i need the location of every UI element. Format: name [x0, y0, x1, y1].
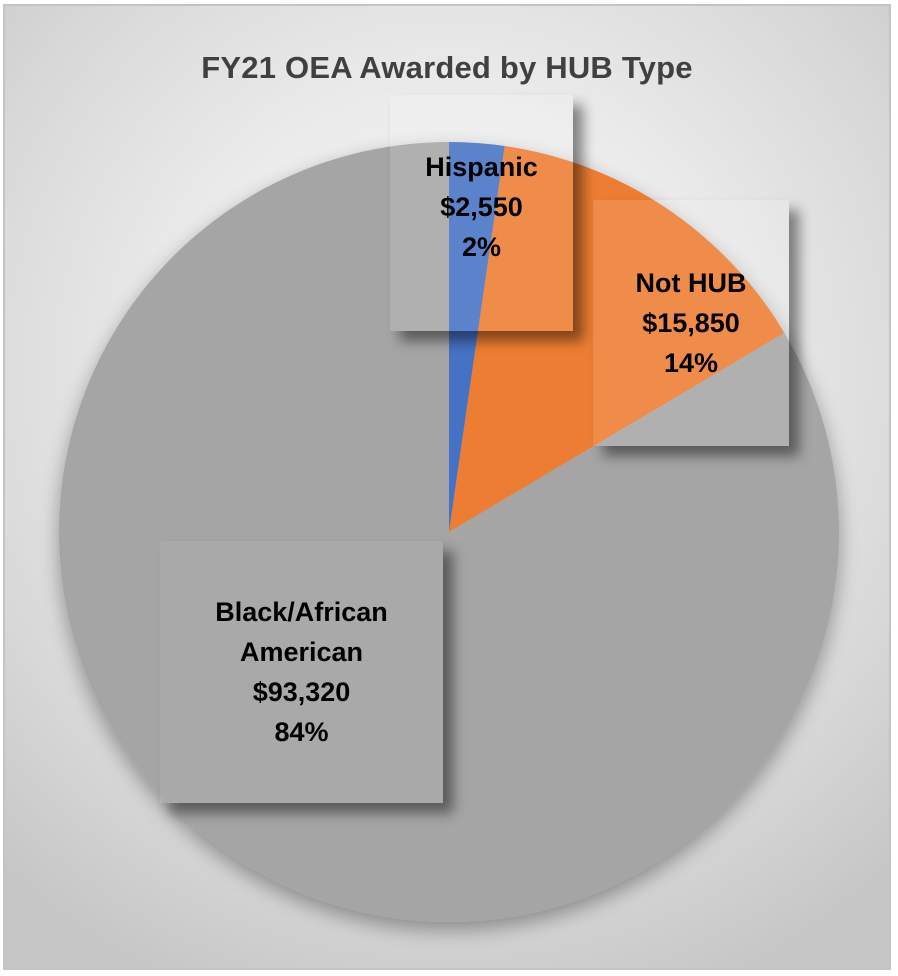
label-percent: 14% [663, 348, 719, 378]
data-label-not-hub: Not HUB $15,850 14% [593, 200, 789, 446]
chart-area: FY21 OEA Awarded by HUB Type Hispanic $2… [3, 4, 891, 970]
label-category-line2: American [239, 637, 364, 667]
label-category: Hispanic [425, 152, 538, 182]
slice-hispanic [449, 142, 505, 532]
label-value: $2,550 [440, 192, 523, 222]
label-value: $15,850 [642, 308, 740, 338]
slice-not-hub [449, 146, 785, 532]
label-category-line1: Black/African [215, 597, 388, 627]
chart-title: FY21 OEA Awarded by HUB Type [201, 50, 693, 85]
data-label-hispanic: Hispanic $2,550 2% [390, 95, 573, 331]
label-percent: 2% [461, 232, 501, 262]
label-percent: 84% [274, 717, 329, 747]
label-value: $93,320 [252, 677, 351, 707]
data-label-black-african-american: Black/African American $93,320 84% [160, 541, 443, 803]
label-category: Not HUB [635, 268, 747, 298]
slice-black-african-american [58, 142, 839, 922]
pie-plot [58, 142, 839, 922]
